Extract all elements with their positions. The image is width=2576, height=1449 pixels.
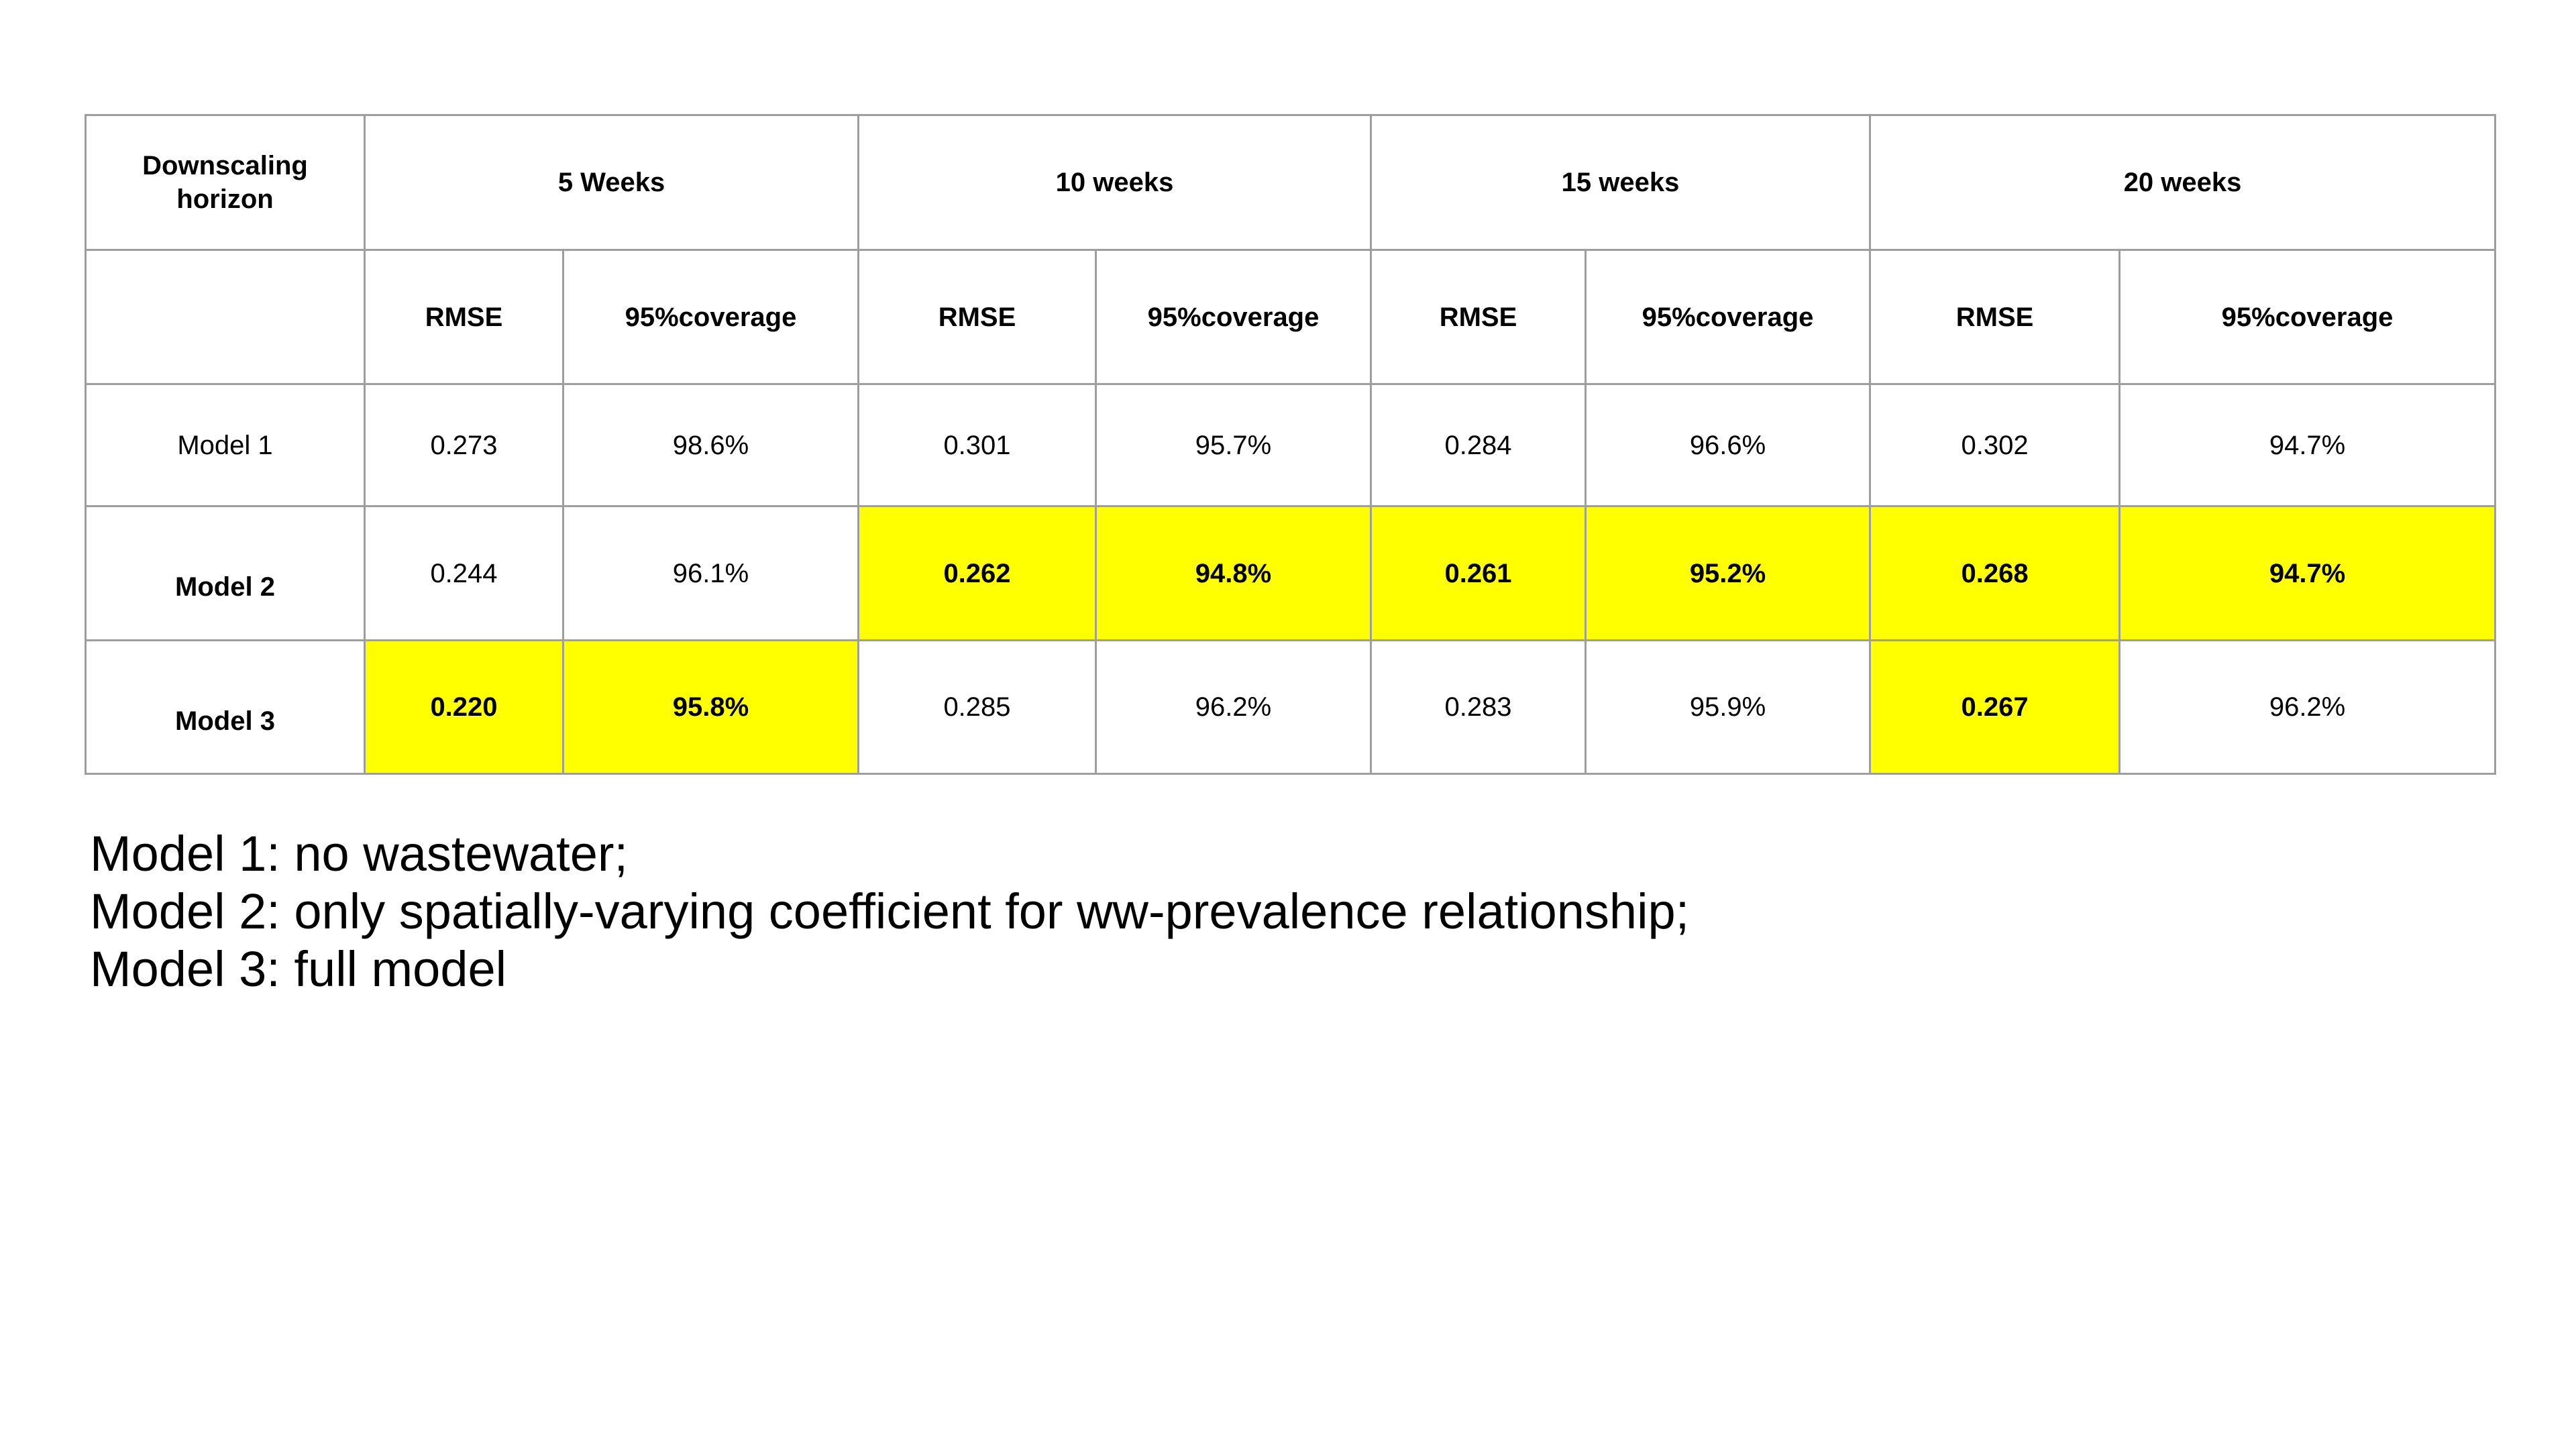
table-row-model-1: Model 1 0.273 98.6% 0.301 95.7% 0.284 96… xyxy=(85,383,2497,507)
horizon-header-5: 5 Weeks xyxy=(364,114,859,251)
table-row-model-2: Model 2 0.244 96.1% 0.262 94.8% 0.261 95… xyxy=(85,505,2497,641)
data-cell-highlighted: 0.262 xyxy=(857,505,1097,641)
data-cell-highlighted: 94.8% xyxy=(1094,505,1373,641)
data-cell: 0.301 xyxy=(857,383,1097,507)
model-legend: Model 1: no wastewater; Model 2: only sp… xyxy=(90,825,2438,998)
data-cell: 98.6% xyxy=(562,383,859,507)
data-cell-highlighted: 95.8% xyxy=(562,639,859,775)
data-cell: 96.6% xyxy=(1585,383,1872,507)
data-cell: 96.2% xyxy=(2118,639,2497,775)
header-row: Downscaling horizon 5 Weeks 10 weeks 15 … xyxy=(85,114,2497,251)
data-cell-highlighted: 0.268 xyxy=(1869,505,2121,641)
data-cell: 94.7% xyxy=(2118,383,2497,507)
data-cell: 0.244 xyxy=(364,505,564,641)
horizon-header-15: 15 weeks xyxy=(1370,114,1872,251)
metric-header-row: RMSE 95%coverage RMSE 95%coverage RMSE 9… xyxy=(85,249,2497,385)
data-cell-highlighted: 94.7% xyxy=(2118,505,2497,641)
row-label-model-3: Model 3 xyxy=(85,639,366,775)
data-cell: 0.273 xyxy=(364,383,564,507)
metric-header-cell: 95%coverage xyxy=(1094,249,1373,385)
data-cell: 0.285 xyxy=(857,639,1097,775)
data-cell: 0.284 xyxy=(1370,383,1587,507)
metric-header-cell: RMSE xyxy=(857,249,1097,385)
row-label-model-1: Model 1 xyxy=(85,383,366,507)
data-cell-highlighted: 0.261 xyxy=(1370,505,1587,641)
legend-line-model-1: Model 1: no wastewater; xyxy=(90,826,629,881)
metric-header-empty-cell xyxy=(85,249,366,385)
data-cell: 0.283 xyxy=(1370,639,1587,775)
data-cell: 96.1% xyxy=(562,505,859,641)
metric-header-cell: RMSE xyxy=(1370,249,1587,385)
header-corner-cell: Downscaling horizon xyxy=(85,114,366,251)
data-cell: 96.2% xyxy=(1094,639,1373,775)
data-cell: 95.9% xyxy=(1585,639,1872,775)
row-label-model-2: Model 2 xyxy=(85,505,366,641)
metric-header-cell: 95%coverage xyxy=(1585,249,1872,385)
metric-header-cell: RMSE xyxy=(1869,249,2121,385)
horizon-header-20: 20 weeks xyxy=(1869,114,2497,251)
metric-header-cell: RMSE xyxy=(364,249,564,385)
data-cell: 0.302 xyxy=(1869,383,2121,507)
table-row-model-3: Model 3 0.220 95.8% 0.285 96.2% 0.283 95… xyxy=(85,639,2497,775)
legend-line-model-3: Model 3: full model xyxy=(90,941,507,997)
data-cell-highlighted: 0.220 xyxy=(364,639,564,775)
legend-line-model-2: Model 2: only spatially-varying coeffici… xyxy=(90,883,1690,939)
metric-header-cell: 95%coverage xyxy=(2118,249,2497,385)
horizon-header-10: 10 weeks xyxy=(857,114,1373,251)
metric-header-cell: 95%coverage xyxy=(562,249,859,385)
data-cell-highlighted: 0.267 xyxy=(1869,639,2121,775)
results-table: Downscaling horizon 5 Weeks 10 weeks 15 … xyxy=(85,114,2497,775)
data-cell-highlighted: 95.2% xyxy=(1585,505,1872,641)
data-cell: 95.7% xyxy=(1094,383,1373,507)
